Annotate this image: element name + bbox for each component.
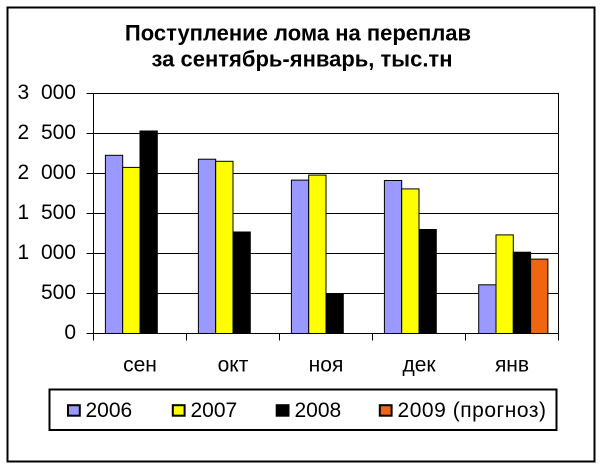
svg-text:янв: янв [495, 354, 529, 377]
svg-text:2006: 2006 [86, 399, 133, 422]
svg-text:2007: 2007 [191, 399, 238, 422]
svg-text:2 000: 2 000 [17, 161, 76, 184]
svg-text:1 000: 1 000 [17, 241, 76, 264]
svg-text:1 500: 1 500 [17, 201, 76, 224]
svg-text:за сентябрь-январь, тыс.тн: за сентябрь-январь, тыс.тн [152, 47, 453, 72]
svg-text:окт: окт [218, 354, 249, 377]
svg-text:2009 (прогноз): 2009 (прогноз) [398, 399, 547, 422]
svg-text:0: 0 [64, 321, 76, 344]
svg-text:дек: дек [402, 354, 436, 377]
svg-text:Поступление лома на переплав: Поступление лома на переплав [125, 21, 471, 46]
svg-text:500: 500 [41, 281, 76, 304]
svg-text:ноя: ноя [309, 354, 344, 377]
svg-text:2008: 2008 [295, 399, 342, 422]
svg-text:2 500: 2 500 [17, 121, 76, 144]
svg-text:сен: сен [123, 354, 157, 377]
svg-text:3 000: 3 000 [17, 81, 76, 104]
